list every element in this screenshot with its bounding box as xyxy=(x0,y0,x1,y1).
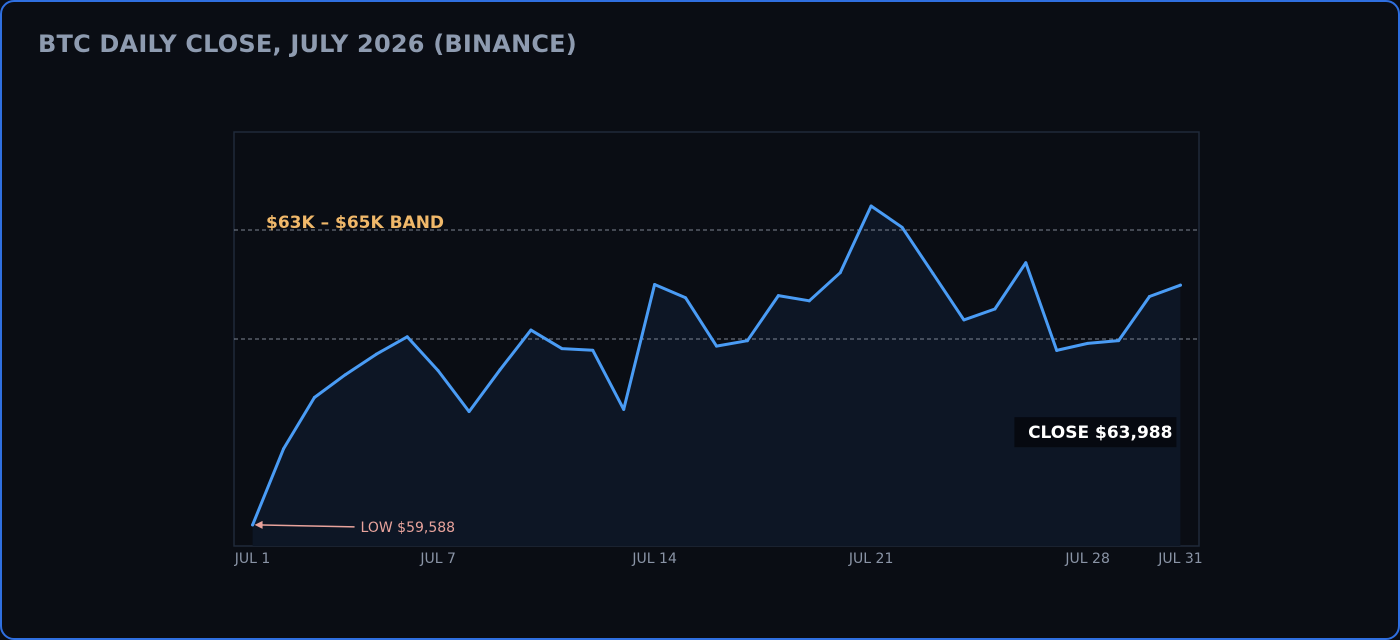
low-annotation: LOW $59,588 xyxy=(254,520,456,536)
data-point-jul-6 xyxy=(405,335,409,339)
data-point-jul-27 xyxy=(1055,348,1059,352)
area-fill xyxy=(252,206,1181,546)
data-point-jul-3 xyxy=(312,395,316,399)
x-tick-label: JUL 21 xyxy=(848,551,893,567)
x-tick-label: JUL 1 xyxy=(234,551,271,567)
data-points xyxy=(251,204,1182,527)
x-tick-label: JUL 14 xyxy=(631,551,677,567)
data-point-jul-24 xyxy=(962,318,966,322)
data-point-jul-18 xyxy=(776,294,780,298)
data-point-jul-2 xyxy=(281,447,285,451)
data-point-jul-22 xyxy=(900,225,904,229)
x-tick-label: JUL 28 xyxy=(1064,551,1109,567)
data-point-jul-25 xyxy=(993,307,997,311)
close-label: CLOSE $63,988 xyxy=(1028,423,1172,443)
low-label: LOW $59,588 xyxy=(361,520,456,536)
data-point-jul-17 xyxy=(745,339,749,343)
low-arrowhead xyxy=(254,520,263,529)
close-label-box xyxy=(1014,417,1177,448)
data-point-jul-9 xyxy=(498,368,502,372)
data-point-jul-28 xyxy=(1086,341,1090,345)
data-point-jul-13 xyxy=(622,407,626,411)
data-point-jul-4 xyxy=(343,373,347,377)
data-point-jul-1 xyxy=(251,523,255,527)
data-point-jul-29 xyxy=(1117,339,1121,343)
x-axis-ticks: JUL 1 JUL 7 JUL 14 JUL 21 JUL 28 JUL 31 xyxy=(234,551,1203,567)
x-tick-label: JUL 31 xyxy=(1157,551,1202,567)
data-point-jul-31 xyxy=(1178,283,1182,287)
data-point-jul-20 xyxy=(838,271,842,275)
data-point-jul-15 xyxy=(684,296,688,300)
low-arrow xyxy=(256,524,355,528)
data-point-jul-5 xyxy=(374,352,378,356)
data-point-jul-7 xyxy=(436,369,440,373)
data-point-jul-19 xyxy=(807,299,811,303)
data-point-jul-8 xyxy=(467,410,471,414)
data-point-jul-21 xyxy=(869,204,873,208)
band-label: $63K – $65K BAND xyxy=(266,213,444,233)
data-point-jul-16 xyxy=(715,344,718,348)
data-point-jul-10 xyxy=(529,328,533,332)
close-annotation: CLOSE $63,988 xyxy=(1014,417,1177,448)
chart-title: BTC DAILY CLOSE, JULY 2026 (BINANCE) xyxy=(38,30,577,58)
data-point-jul-11 xyxy=(560,347,564,351)
data-point-jul-12 xyxy=(591,348,595,352)
data-point-jul-30 xyxy=(1148,295,1152,299)
data-point-jul-14 xyxy=(653,282,657,286)
data-point-jul-26 xyxy=(1024,261,1028,265)
x-tick-label: JUL 7 xyxy=(419,551,456,567)
data-point-jul-23 xyxy=(931,272,935,276)
